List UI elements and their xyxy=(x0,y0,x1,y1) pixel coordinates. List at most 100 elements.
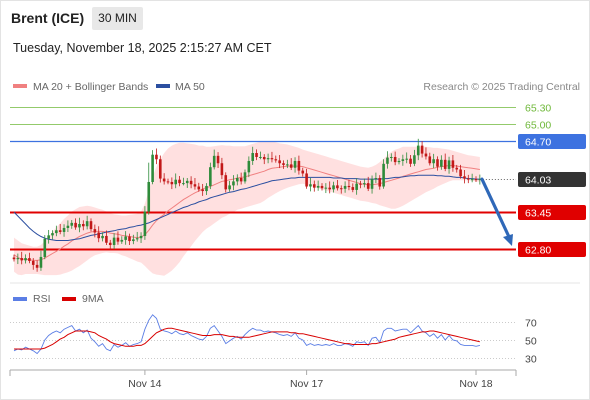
candle xyxy=(16,253,20,265)
candle xyxy=(359,180,362,189)
candle xyxy=(193,178,197,190)
candle xyxy=(409,154,412,167)
candle xyxy=(397,158,401,165)
candle xyxy=(139,232,143,244)
candle xyxy=(62,224,66,237)
candle xyxy=(205,183,208,196)
candle xyxy=(378,175,382,190)
candle xyxy=(467,174,470,184)
candle xyxy=(232,175,235,191)
candle xyxy=(128,233,131,246)
candle xyxy=(66,220,70,232)
price-levels xyxy=(10,107,516,251)
candle xyxy=(386,151,389,169)
candle xyxy=(247,156,251,178)
candle xyxy=(105,230,108,246)
projection-arrow-head xyxy=(503,234,513,246)
candle xyxy=(124,231,127,245)
candle xyxy=(28,252,31,264)
candle xyxy=(135,231,139,242)
candle xyxy=(474,176,478,182)
ma50-line xyxy=(13,174,480,241)
rsi-tick-label: 30 xyxy=(525,354,537,366)
candle xyxy=(289,158,293,171)
candle xyxy=(155,148,158,165)
candle xyxy=(58,224,62,235)
candle xyxy=(424,147,428,160)
level-tag-62.80 xyxy=(518,242,586,257)
candle xyxy=(220,157,224,180)
candle xyxy=(470,173,474,183)
candlesticks xyxy=(12,138,482,272)
candle xyxy=(320,183,324,191)
candle xyxy=(382,159,385,189)
candle xyxy=(339,185,343,194)
time-tick-label: Nov 18 xyxy=(459,378,492,390)
level-labels: 65.30 65.00 64.70 64.03 63.45 62.80 xyxy=(518,103,586,257)
candle xyxy=(420,141,424,158)
price-legend: MA 20 + Bollinger Bands MA 50 xyxy=(13,81,205,93)
candle xyxy=(447,156,451,174)
candle xyxy=(239,172,243,185)
candle xyxy=(97,226,100,243)
instrument-title: Brent (ICE) xyxy=(11,10,85,26)
candle xyxy=(197,182,201,192)
projection-arrow xyxy=(480,177,513,246)
candle xyxy=(216,152,220,169)
candle xyxy=(351,183,355,193)
rsi-tick-label: 70 xyxy=(525,318,537,330)
candle xyxy=(301,167,305,177)
candle xyxy=(166,178,170,185)
candle xyxy=(401,154,405,166)
candle xyxy=(478,174,482,185)
candle xyxy=(224,172,228,193)
chart-header: Brent (ICE) 30 MIN xyxy=(0,0,590,36)
level-tag-64.03 xyxy=(518,172,586,187)
candle xyxy=(132,234,135,245)
bollinger-band-area xyxy=(14,141,480,276)
candle xyxy=(336,179,339,191)
candle xyxy=(78,217,81,233)
candle xyxy=(355,178,358,195)
rsi-legend: RSI 9MA xyxy=(13,293,104,305)
candle xyxy=(35,260,39,272)
candle xyxy=(309,178,312,192)
candle xyxy=(162,173,166,185)
level-label-65.30: 65.30 xyxy=(525,103,551,115)
candle xyxy=(443,153,447,172)
level-label-65.00: 65.00 xyxy=(525,120,551,132)
candle xyxy=(278,154,281,169)
candle xyxy=(343,181,347,193)
candle xyxy=(366,176,370,192)
legend-rsi-label: RSI xyxy=(33,293,51,305)
candle xyxy=(416,138,420,161)
rsi-line xyxy=(13,314,481,355)
legend-9ma-label: 9MA xyxy=(82,293,104,305)
candle xyxy=(286,159,289,169)
legend-ma50-label: MA 50 xyxy=(175,81,205,93)
level-label-64.03: 64.03 xyxy=(525,175,551,187)
candle xyxy=(463,170,466,184)
candle xyxy=(174,173,177,189)
candle xyxy=(212,149,216,170)
candle xyxy=(201,183,204,196)
candle xyxy=(332,181,335,193)
candle xyxy=(347,179,351,191)
rsi-tick-label: 50 xyxy=(525,336,537,348)
candle xyxy=(116,231,120,245)
candle xyxy=(390,153,393,162)
candle xyxy=(259,151,262,160)
time-tick-label: Nov 17 xyxy=(290,378,323,390)
rsi-ma-line xyxy=(14,327,481,350)
candle xyxy=(228,180,231,192)
candle xyxy=(178,176,181,187)
candle xyxy=(274,155,278,163)
rsi-panel: 70 50 30 xyxy=(10,314,537,366)
candle xyxy=(143,206,147,240)
candle xyxy=(112,233,116,249)
timeframe-badge[interactable]: 30 MIN xyxy=(92,7,143,30)
legend-rsi-swatch xyxy=(13,297,27,301)
candle xyxy=(82,220,85,231)
bollinger-bands xyxy=(14,141,480,276)
